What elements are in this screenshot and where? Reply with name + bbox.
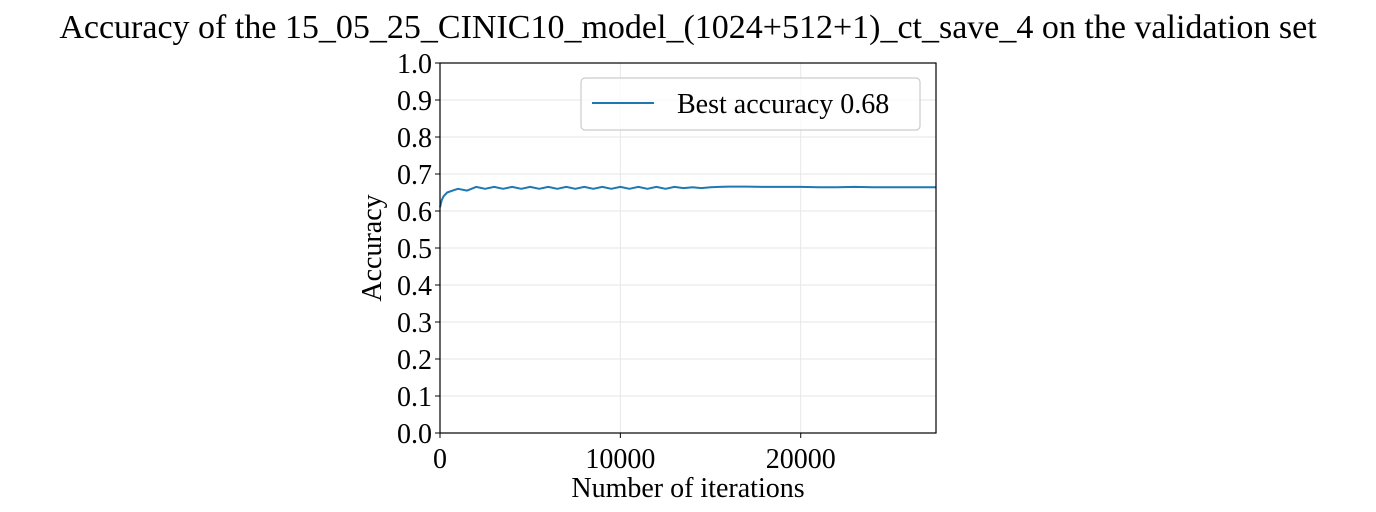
series-line [439,185,936,208]
legend: Best accuracy 0.68 [580,77,921,131]
x-tick-label: 0 [433,444,447,475]
y-tick-label: 0.8 [397,123,432,154]
y-tick-label: 0.6 [397,197,432,228]
y-axis-ticks: 0.0 0.1 0.2 0.3 0.4 0.5 0.6 0.7 0.8 0.9 1.0 [397,49,440,450]
legend-box [580,77,921,131]
y-tick-label: 1.0 [397,49,432,80]
x-tick-label: 10000 [585,444,655,475]
x-tick-label: 20000 [766,444,836,475]
legend-label: Best accuracy 0.68 [677,89,889,120]
y-tick-label: 0.3 [397,308,432,339]
y-tick-label: 0.4 [397,271,432,302]
y-tick-label: 0.0 [397,419,432,450]
chart-title: Accuracy of the 15_05_25_CINIC10_model_(… [59,9,1317,46]
y-tick-label: 0.5 [397,234,432,265]
y-tick-label: 0.1 [397,382,432,413]
y-tick-label: 0.9 [397,86,432,117]
y-tick-label: 0.7 [397,160,432,191]
y-axis-label: Accuracy [357,194,388,301]
y-tick-label: 0.2 [397,345,432,376]
x-axis-ticks: 0 10000 20000 [433,433,836,475]
series-layer [439,185,936,208]
x-axis-label: Number of iterations [571,473,804,504]
